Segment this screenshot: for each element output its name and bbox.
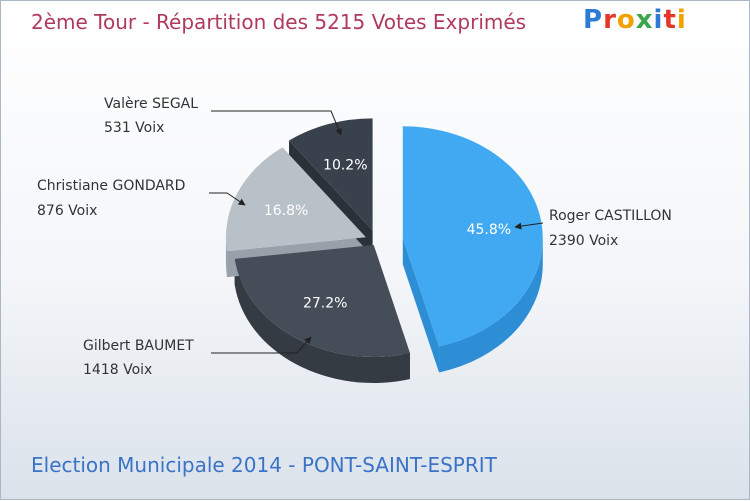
candidate-name-segal: Valère SEGAL [104,96,198,112]
pie-slice-segal[interactable] [289,118,373,231]
pie-slice-baumet[interactable] [234,244,410,357]
pie-side-castillon [439,238,543,373]
callout-line-castillon [514,222,544,230]
callout-line-segal [211,110,342,136]
election-subtitle: Election Municipale 2014 - PONT-SAINT-ES… [31,453,497,477]
pie-side-baumet [234,258,410,383]
candidate-name-baumet: Gilbert BAUMET [83,338,194,354]
pct-label-segal: 10.2% [323,157,367,173]
candidate-votes-baumet: 1418 Voix [83,362,152,378]
pct-label-castillon: 45.8% [467,222,511,238]
chart-title: 2ème Tour - Répartition des 5215 Votes E… [31,10,527,34]
pie-edge-castillon-1 [402,238,440,373]
pct-label-gondard: 16.8% [264,203,308,219]
callout-line-gondard [209,192,246,206]
pct-label-baumet: 27.2% [303,296,347,312]
callout-line-baumet [211,336,312,354]
pie-slice-castillon[interactable] [402,126,543,347]
pie-side-gondard [225,237,228,278]
candidate-name-castillon: Roger CASTILLON [549,208,672,224]
candidate-votes-gondard: 876 Voix [37,203,97,219]
pie-slice-gondard[interactable] [225,147,366,252]
proxiti-logo[interactable]: Proxiti [583,5,687,35]
candidate-votes-segal: 531 Voix [104,120,164,136]
candidate-name-gondard: Christiane GONDARD [37,178,185,194]
candidate-votes-castillon: 2390 Voix [549,233,618,249]
